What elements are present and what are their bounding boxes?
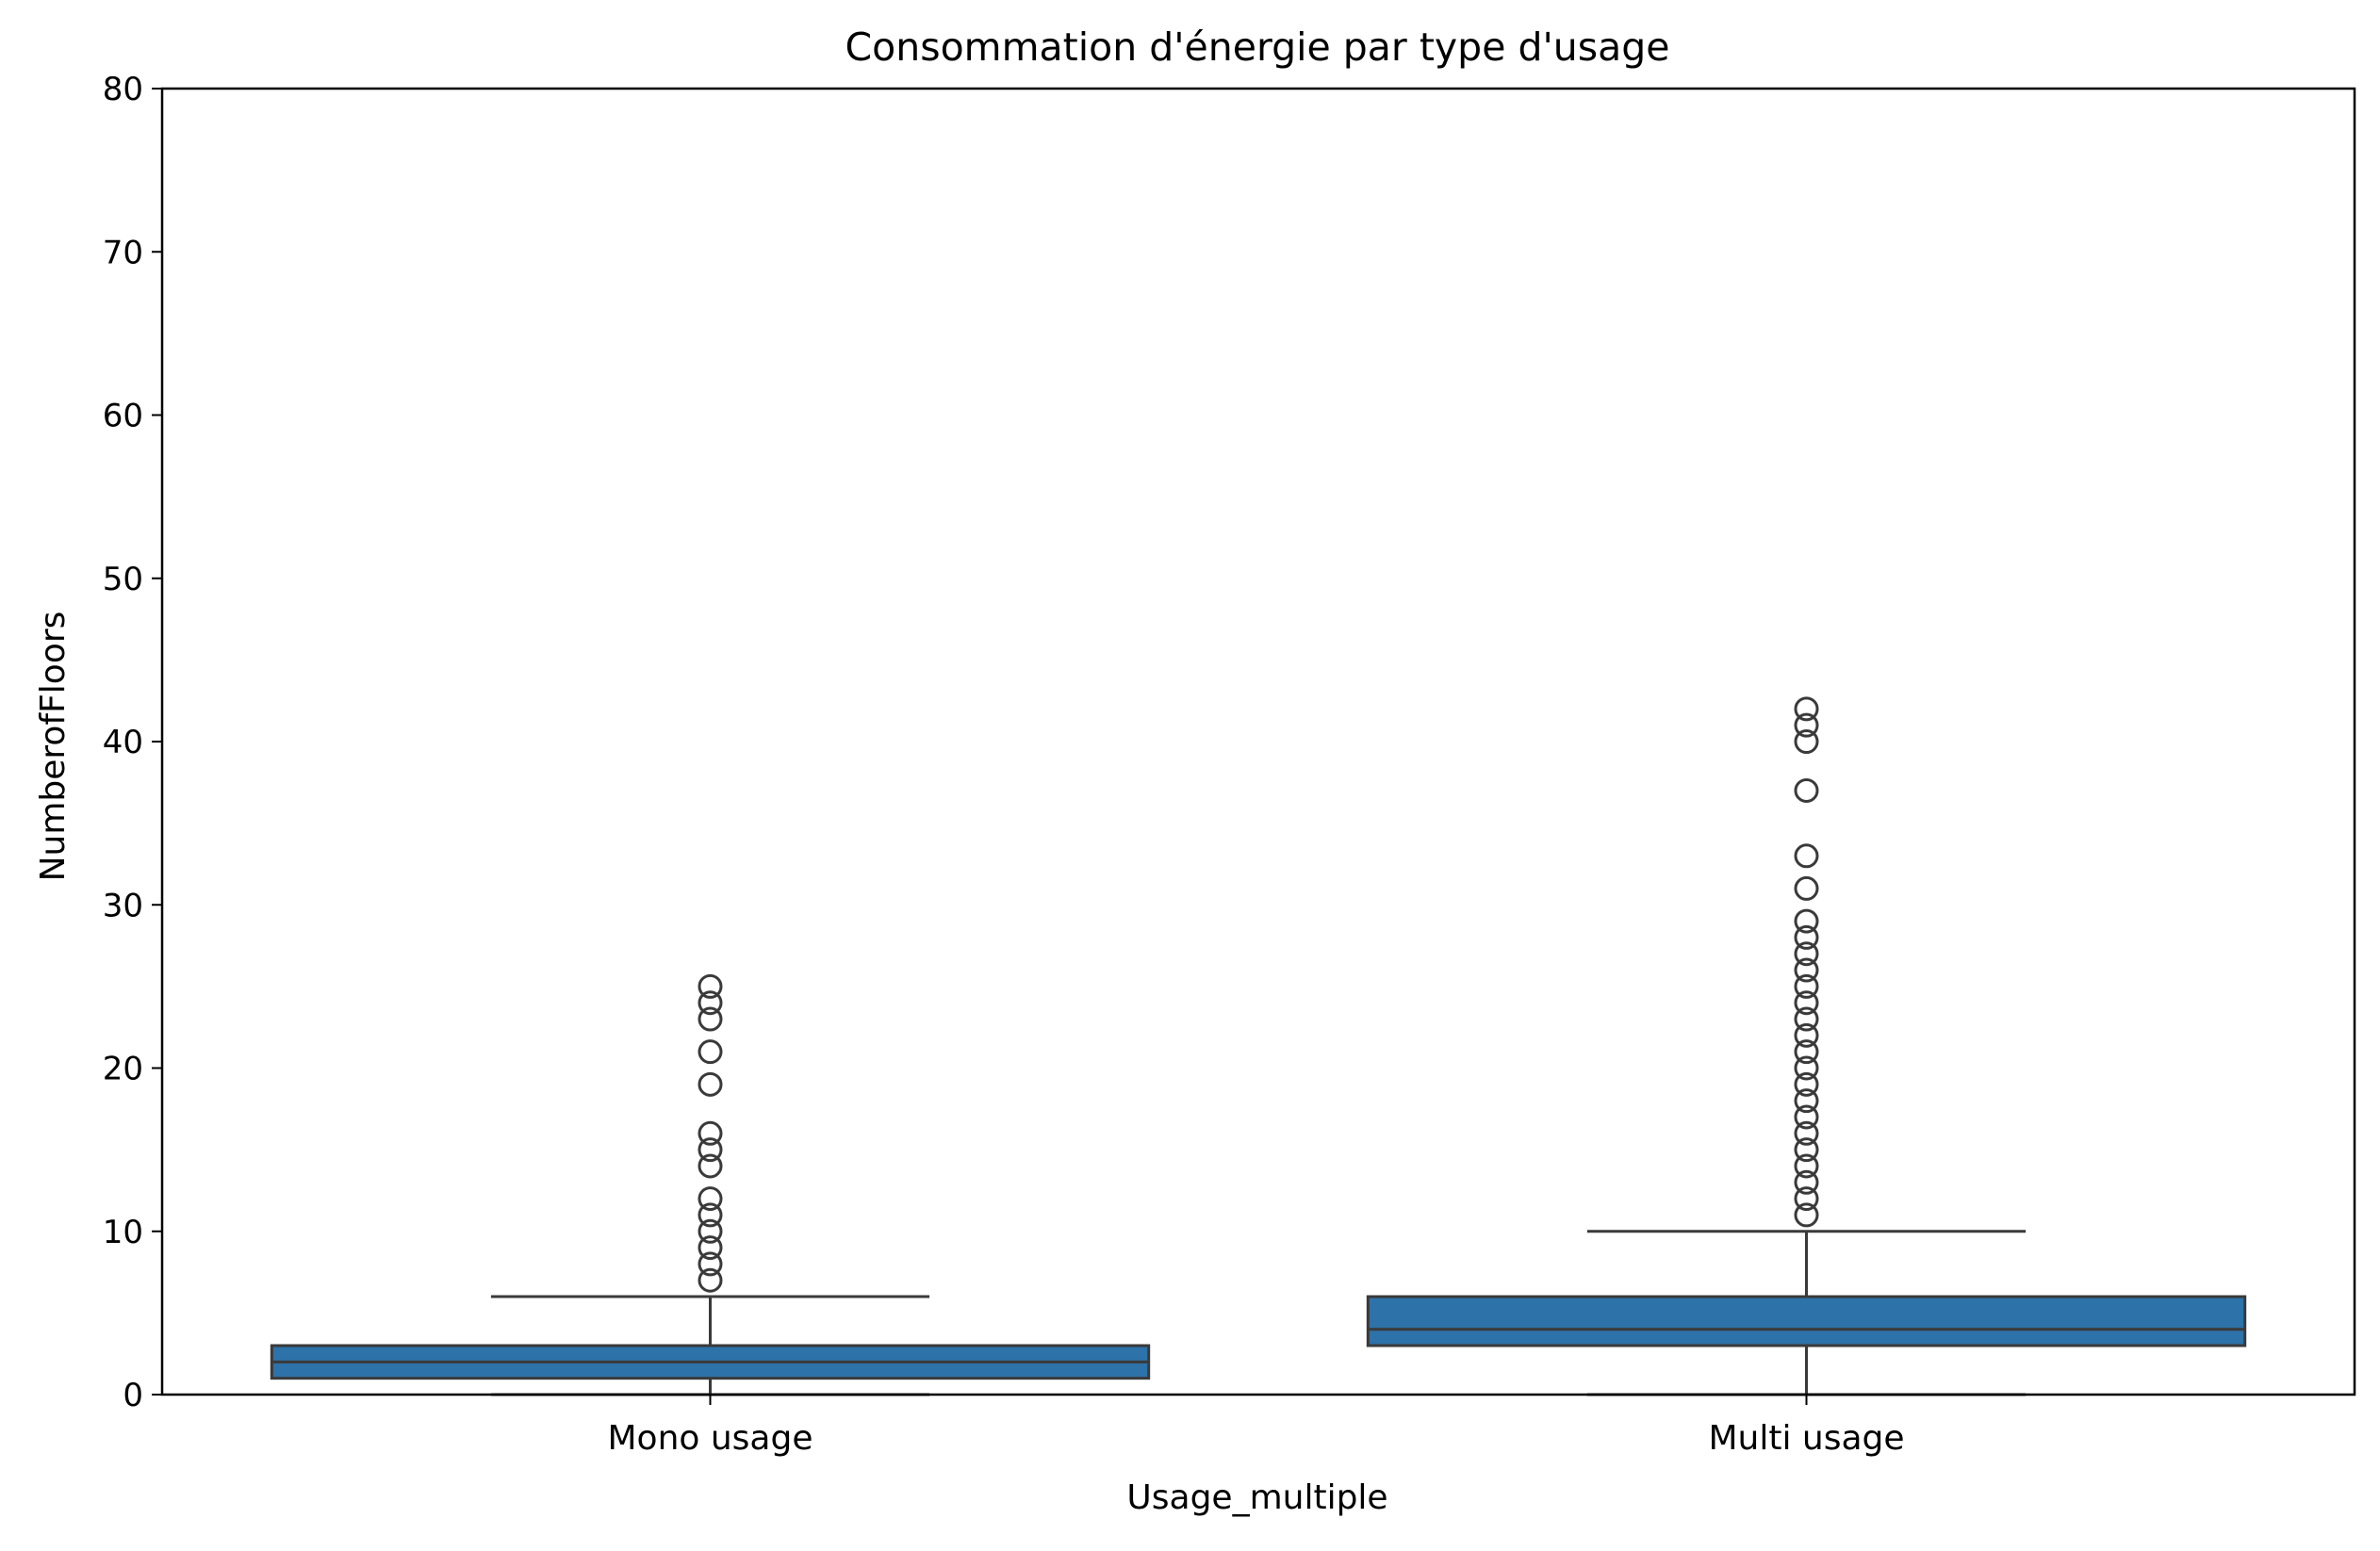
outlier-point [1794,1039,1819,1065]
y-tick-label: 50 [103,561,143,598]
outlier-point [1794,1186,1819,1212]
outlier-point [1794,1137,1819,1163]
outlier-point [698,973,723,999]
y-tick-label: 80 [103,71,143,108]
outlier-point [698,1039,723,1065]
y-tick-label: 20 [103,1051,143,1088]
plot-layer: 0 10 20 30 40 50 60 70 80 Mono usage Multi usage [103,71,2356,1458]
outlier-point [698,1251,723,1277]
y-tick-label: 10 [103,1214,143,1251]
outlier-point [1794,973,1819,999]
outlier-point [1794,729,1819,754]
outlier-point [698,1120,723,1146]
y-tick-label: 30 [103,887,143,924]
outlier-point [1794,875,1819,901]
x-tick-label: Mono usage [607,1419,812,1458]
x-axis-label: Usage_multiple [1126,1478,1387,1517]
outlier-point [698,1137,723,1163]
outlier-point [1794,1055,1819,1081]
outlier-point [1794,908,1819,934]
outlier-point [1794,1088,1819,1114]
outlier-point [698,1186,723,1212]
outlier-point [698,1202,723,1228]
outlier-point [698,1267,723,1293]
y-tick-label: 70 [103,234,143,271]
outlier-point [698,1153,723,1179]
outlier-point [1794,1120,1819,1146]
outlier-point [698,990,723,1016]
y-tick-label: 40 [103,724,143,761]
chart-title: Consommation d'énergie par type d'usage [845,24,1670,70]
outlier-point [698,1218,723,1244]
outlier-point [698,1071,723,1097]
outlier-point [1794,696,1819,722]
outlier-point [1794,1202,1819,1228]
y-tick-label: 0 [123,1377,143,1414]
outlier-point [1794,1169,1819,1195]
outlier-point [1794,777,1819,803]
outlier-point [1794,843,1819,869]
outlier-point [1794,1006,1819,1032]
outlier-point [1794,712,1819,738]
y-axis-label: NumberofFloors [34,612,73,882]
y-tick-label: 60 [103,398,143,435]
outlier-point [1794,1022,1819,1048]
outlier-point [1794,957,1819,983]
x-tick-label: Multi usage [1708,1419,1904,1458]
plot-frame [160,87,2356,1396]
outlier-point [1794,990,1819,1016]
outlier-point [1794,941,1819,967]
outlier-point [1794,1153,1819,1179]
outlier-point [1794,924,1819,950]
outlier-point [698,1006,723,1032]
outlier-point [698,1235,723,1261]
outlier-point [1794,1104,1819,1130]
box-iqr [1366,1295,2247,1347]
outlier-point [1794,1071,1819,1097]
